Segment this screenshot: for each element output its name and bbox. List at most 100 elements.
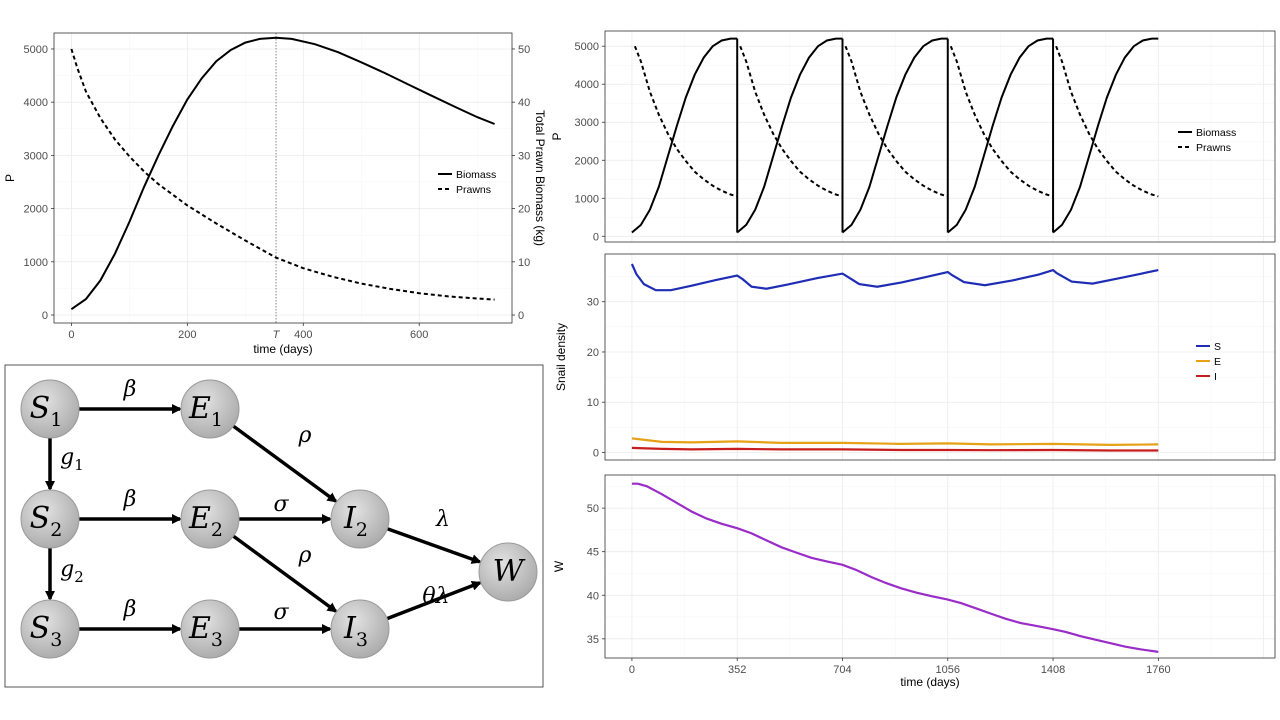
y-tick-label: 2000 bbox=[24, 204, 48, 216]
series-prawns bbox=[949, 45, 1054, 198]
y-tick-label: 0 bbox=[593, 231, 599, 243]
y-tick-label: 2000 bbox=[575, 155, 599, 167]
node-label-sub: 3 bbox=[50, 629, 62, 651]
arrow-I2-W bbox=[386, 527, 482, 564]
y-axis-label: P bbox=[3, 174, 17, 182]
series-biomass bbox=[631, 37, 738, 234]
node-E1 bbox=[180, 379, 240, 439]
legend-label: I bbox=[1214, 371, 1217, 383]
arrow-E2-I3 bbox=[232, 534, 338, 613]
node-label-sub: 3 bbox=[211, 629, 223, 651]
legend-label: Biomass bbox=[456, 169, 496, 181]
y-tick-label: 45 bbox=[587, 547, 599, 559]
legend-label: S bbox=[1214, 341, 1221, 353]
y-tick-label: 30 bbox=[587, 297, 599, 309]
x-tick-label: 400 bbox=[294, 329, 312, 341]
y2-tick-label: 10 bbox=[518, 257, 530, 269]
series-prawns bbox=[739, 45, 843, 198]
y-tick-label: 0 bbox=[42, 310, 48, 322]
y2-tick-label: 40 bbox=[518, 97, 530, 109]
y-tick-label: 5000 bbox=[24, 44, 48, 56]
y-tick-label: 4000 bbox=[24, 97, 48, 109]
y-tick-label: 35 bbox=[587, 634, 599, 646]
y-tick-label: 1000 bbox=[24, 257, 48, 269]
x-tick-label: 0 bbox=[68, 329, 74, 341]
edge-label: σ bbox=[273, 600, 289, 625]
legend-label: Biomass bbox=[1196, 127, 1236, 139]
edge-label: ρ bbox=[298, 423, 312, 448]
y2-axis-label: Total Prawn Biomass (kg) bbox=[533, 110, 547, 246]
y-tick-label: 3000 bbox=[24, 150, 48, 162]
node-label: I2 bbox=[343, 501, 368, 541]
y-tick-label: 1000 bbox=[575, 193, 599, 205]
series-prawns bbox=[633, 45, 738, 198]
node-I3 bbox=[330, 599, 390, 659]
grid bbox=[54, 33, 512, 323]
y2-tick-label: 20 bbox=[518, 204, 530, 216]
node-label: W bbox=[493, 554, 526, 589]
node-label-sub: 3 bbox=[356, 629, 368, 651]
series-biomass bbox=[70, 36, 495, 311]
arrow-I3-W bbox=[386, 580, 482, 621]
prawn-cycle-chart: 0 1000 2000 3000 4000 5000 P Biomass Prawns bbox=[550, 30, 1276, 243]
edge-label: λ bbox=[435, 507, 450, 532]
y2-tick-label: 0 bbox=[518, 310, 524, 322]
series-s bbox=[630, 263, 1159, 292]
y-tick-label: 4000 bbox=[575, 79, 599, 91]
x-tick-label: 1056 bbox=[936, 664, 960, 676]
series-e bbox=[631, 437, 1159, 447]
y-tick-label: 3000 bbox=[575, 117, 599, 129]
plot-frame bbox=[604, 253, 1276, 461]
y-tick-label: 40 bbox=[587, 590, 599, 602]
series-w bbox=[631, 482, 1159, 653]
x-axis-label: time (days) bbox=[253, 342, 312, 356]
node-label-sub: 1 bbox=[50, 409, 62, 431]
x-tick-label: 1760 bbox=[1146, 664, 1170, 676]
prawn-biomass-chart: 0 1000 2000 3000 4000 5000 0 10 20 30 40 50 0 200 400 6… bbox=[3, 32, 547, 356]
node-E2 bbox=[180, 489, 240, 549]
node-label-sub: 2 bbox=[50, 519, 62, 541]
edge-label: β bbox=[123, 487, 137, 512]
legend-label: E bbox=[1214, 356, 1221, 368]
worm-burden-chart: 35 40 45 50 0 352 704 1056 1408 1760 time (days) W bbox=[552, 474, 1276, 689]
legend-label: Prawns bbox=[456, 184, 491, 196]
y-tick-label: 20 bbox=[587, 347, 599, 359]
series-biomass bbox=[841, 37, 948, 234]
series-biomass bbox=[736, 37, 843, 234]
y-tick-label: 10 bbox=[587, 397, 599, 409]
x-tick-label: 200 bbox=[178, 329, 196, 341]
snail-density-chart: 0 10 20 30 Snail density SEI bbox=[554, 253, 1276, 461]
plot-frame bbox=[53, 32, 513, 324]
x-axis-label: time (days) bbox=[900, 675, 959, 689]
x-tick-label: 0 bbox=[629, 664, 635, 676]
edge-label: β bbox=[123, 377, 137, 402]
series-prawns bbox=[1055, 45, 1159, 198]
series-i bbox=[631, 446, 1159, 452]
series-biomass bbox=[1052, 37, 1159, 234]
threshold-label: T bbox=[273, 329, 281, 341]
edge-label-sub: 1 bbox=[74, 456, 84, 474]
y2-tick-label: 50 bbox=[518, 44, 530, 56]
x-tick-label: 704 bbox=[833, 664, 851, 676]
x-tick-label: 352 bbox=[728, 664, 746, 676]
diagram-frame bbox=[4, 364, 544, 688]
y-axis-label: Snail density bbox=[554, 323, 568, 391]
edge-label: θλ bbox=[422, 584, 449, 609]
node-W bbox=[478, 542, 538, 602]
legend-label: Prawns bbox=[1196, 142, 1231, 154]
y-axis-label: W bbox=[552, 560, 566, 572]
x-tick-label: 1408 bbox=[1041, 664, 1065, 676]
y-tick-label: 5000 bbox=[575, 41, 599, 53]
node-label-sub: 2 bbox=[356, 519, 368, 541]
series-biomass bbox=[947, 37, 1054, 234]
node-label-sub: 1 bbox=[211, 409, 223, 431]
y2-tick-label: 30 bbox=[518, 150, 530, 162]
arrow-E1-I2 bbox=[232, 424, 338, 503]
grid bbox=[605, 31, 1275, 242]
y-tick-label: 0 bbox=[593, 447, 599, 459]
y-axis-label: P bbox=[550, 132, 564, 140]
edge-label: σ bbox=[273, 492, 289, 517]
y-tick-label: 50 bbox=[587, 503, 599, 515]
series-prawns bbox=[844, 45, 949, 198]
